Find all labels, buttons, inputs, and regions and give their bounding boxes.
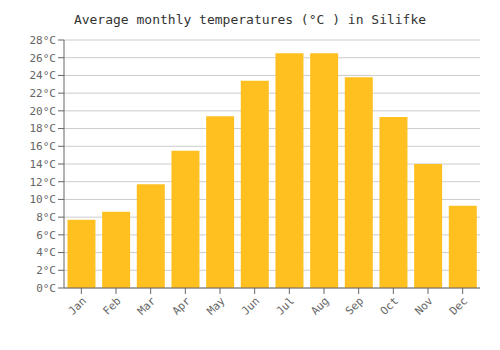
svg-text:Jul: Jul bbox=[274, 294, 297, 317]
svg-text:4°C: 4°C bbox=[36, 246, 56, 259]
svg-text:12°C: 12°C bbox=[30, 176, 57, 189]
svg-text:Aug: Aug bbox=[308, 294, 331, 317]
svg-text:18°C: 18°C bbox=[30, 122, 57, 135]
svg-text:16°C: 16°C bbox=[30, 140, 57, 153]
svg-text:10°C: 10°C bbox=[30, 193, 57, 206]
svg-text:Sep: Sep bbox=[343, 294, 366, 317]
svg-text:22°C: 22°C bbox=[30, 87, 57, 100]
svg-text:14°C: 14°C bbox=[30, 158, 57, 171]
svg-text:Dec: Dec bbox=[447, 294, 470, 317]
html-text:Average monthly temperatures (: Average monthly temperatures (°C ) in Si… bbox=[73, 12, 427, 27]
svg-text:Nov: Nov bbox=[412, 294, 436, 318]
svg-text:Jan: Jan bbox=[66, 294, 89, 317]
svg-text:8°C: 8°C bbox=[36, 211, 56, 224]
svg-text:20°C: 20°C bbox=[30, 105, 57, 118]
svg-text:May: May bbox=[204, 294, 228, 318]
svg-text:Feb: Feb bbox=[100, 294, 123, 317]
svg-text:28°C: 28°C bbox=[30, 34, 57, 47]
svg-text:Jun: Jun bbox=[239, 294, 262, 317]
svg-text:6°C: 6°C bbox=[36, 229, 56, 242]
svg-text:Apr: Apr bbox=[170, 294, 194, 318]
svg-text:2°C: 2°C bbox=[36, 264, 56, 277]
svg-text:Oct: Oct bbox=[378, 294, 401, 317]
svg-text:24°C: 24°C bbox=[30, 69, 57, 82]
svg-text:0°C: 0°C bbox=[36, 282, 56, 295]
svg-text:Mar: Mar bbox=[135, 294, 159, 318]
svg-text:26°C: 26°C bbox=[30, 52, 57, 65]
